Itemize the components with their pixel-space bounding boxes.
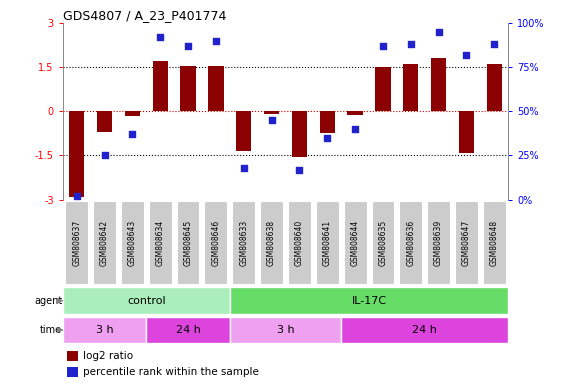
Point	[434, 29, 443, 35]
Bar	[67, 351, 78, 361]
Text: GSM808648: GSM808648	[490, 220, 499, 266]
FancyBboxPatch shape	[65, 201, 88, 284]
FancyBboxPatch shape	[399, 201, 422, 284]
FancyBboxPatch shape	[146, 317, 230, 343]
Bar	[97, 111, 112, 132]
Bar	[152, 61, 168, 111]
Point	[267, 117, 276, 123]
Bar	[208, 66, 224, 111]
Text: GSM808646: GSM808646	[211, 220, 220, 266]
Bar	[486, 64, 502, 111]
Text: GSM808636: GSM808636	[406, 220, 415, 266]
Bar	[292, 111, 307, 157]
Text: GSM808645: GSM808645	[183, 220, 192, 266]
FancyBboxPatch shape	[427, 201, 450, 284]
Bar	[347, 111, 363, 115]
Text: control: control	[127, 296, 166, 306]
Bar	[459, 111, 474, 152]
Bar	[180, 66, 196, 111]
Text: GSM808640: GSM808640	[295, 220, 304, 266]
FancyBboxPatch shape	[204, 201, 227, 284]
Point	[239, 165, 248, 171]
Point	[211, 38, 220, 44]
Text: 24 h: 24 h	[412, 325, 437, 335]
Point	[351, 126, 360, 132]
Text: 3 h: 3 h	[277, 325, 294, 335]
Point	[128, 131, 137, 137]
FancyBboxPatch shape	[260, 201, 283, 284]
FancyBboxPatch shape	[149, 201, 172, 284]
Text: GSM808642: GSM808642	[100, 220, 109, 266]
Text: GSM808644: GSM808644	[351, 220, 360, 266]
FancyBboxPatch shape	[341, 317, 508, 343]
Text: GSM808639: GSM808639	[434, 220, 443, 266]
Text: agent: agent	[34, 296, 62, 306]
Point	[72, 193, 81, 199]
Text: percentile rank within the sample: percentile rank within the sample	[83, 367, 259, 377]
FancyBboxPatch shape	[230, 288, 508, 314]
Point	[295, 167, 304, 173]
Text: GSM808638: GSM808638	[267, 220, 276, 266]
Text: GSM808647: GSM808647	[462, 220, 471, 266]
FancyBboxPatch shape	[232, 201, 255, 284]
Bar	[403, 64, 419, 111]
FancyBboxPatch shape	[63, 317, 146, 343]
Text: GSM808634: GSM808634	[156, 220, 165, 266]
Text: GDS4807 / A_23_P401774: GDS4807 / A_23_P401774	[63, 9, 226, 22]
Point	[156, 34, 165, 40]
Point	[100, 152, 109, 159]
FancyBboxPatch shape	[121, 201, 144, 284]
Bar	[67, 367, 78, 377]
FancyBboxPatch shape	[93, 201, 116, 284]
Point	[406, 41, 415, 47]
Bar	[236, 111, 251, 151]
Point	[462, 52, 471, 58]
Text: IL-17C: IL-17C	[351, 296, 387, 306]
FancyBboxPatch shape	[344, 201, 367, 284]
FancyBboxPatch shape	[176, 201, 199, 284]
FancyBboxPatch shape	[288, 201, 311, 284]
Point	[379, 43, 388, 49]
FancyBboxPatch shape	[230, 317, 341, 343]
Point	[323, 135, 332, 141]
FancyBboxPatch shape	[63, 288, 230, 314]
Text: GSM808637: GSM808637	[72, 220, 81, 266]
Bar	[375, 66, 391, 111]
Text: 3 h: 3 h	[96, 325, 114, 335]
FancyBboxPatch shape	[372, 201, 395, 284]
FancyBboxPatch shape	[316, 201, 339, 284]
Text: log2 ratio: log2 ratio	[83, 351, 133, 361]
Text: 24 h: 24 h	[176, 325, 200, 335]
FancyBboxPatch shape	[455, 201, 478, 284]
Text: GSM808641: GSM808641	[323, 220, 332, 266]
Bar	[69, 111, 85, 197]
Text: GSM808643: GSM808643	[128, 220, 137, 266]
Point	[490, 41, 499, 47]
FancyBboxPatch shape	[483, 201, 506, 284]
Bar	[124, 111, 140, 116]
Text: time: time	[40, 325, 62, 335]
Bar	[320, 111, 335, 133]
Bar	[431, 58, 447, 111]
Text: GSM808635: GSM808635	[379, 220, 388, 266]
Point	[183, 43, 192, 49]
Text: GSM808633: GSM808633	[239, 220, 248, 266]
Bar	[264, 111, 279, 114]
